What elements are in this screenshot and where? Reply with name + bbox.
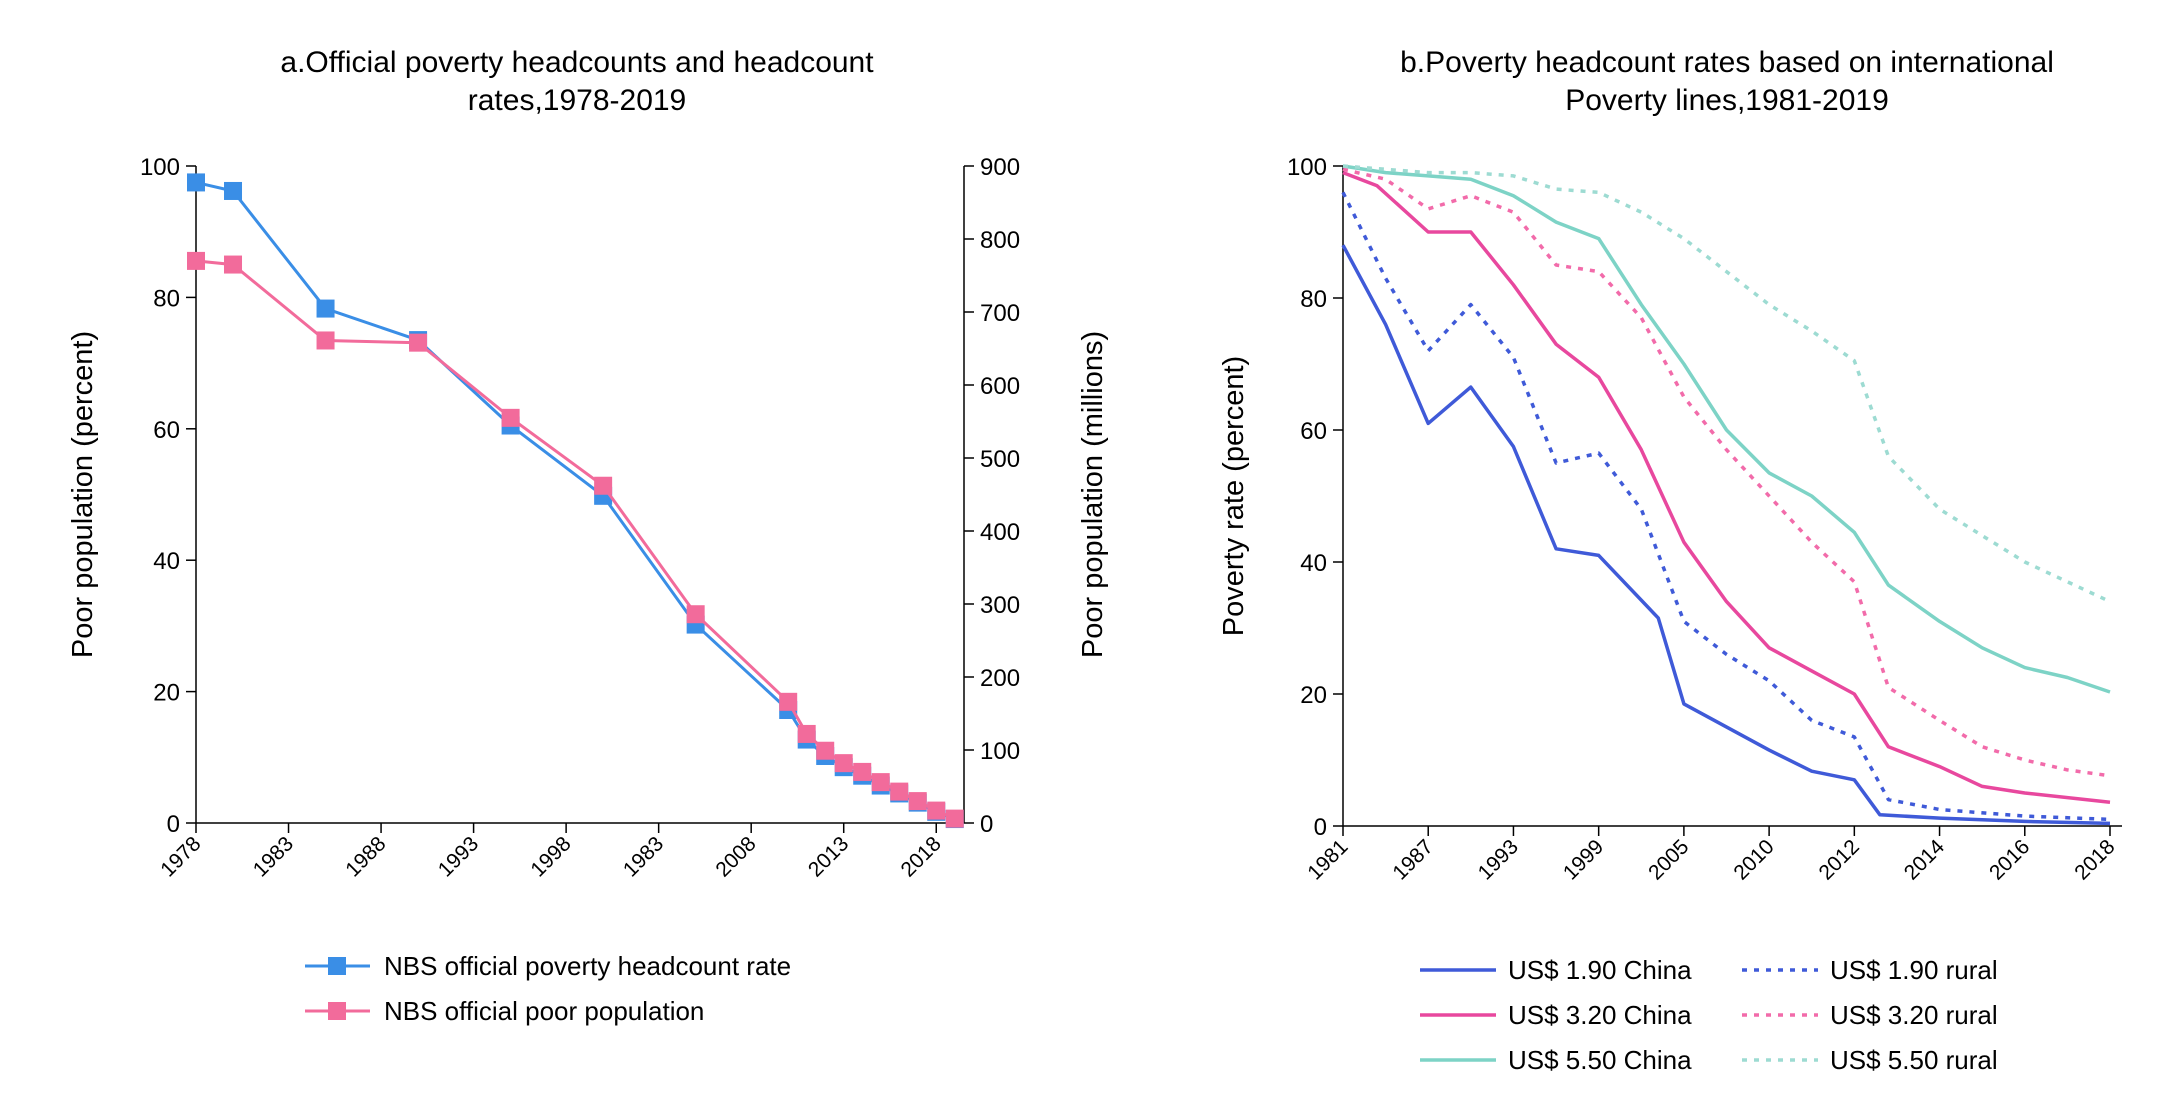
series-marker-2 bbox=[224, 255, 243, 274]
y2-tick-label: 400 bbox=[980, 519, 1020, 546]
series-marker-2 bbox=[409, 333, 428, 352]
panel-b: b.Poverty headcount rates based on inter… bbox=[1218, 46, 2122, 1075]
y2-axis-label: Poor population (millions) bbox=[1077, 331, 1109, 658]
x-tick-label: 1978 bbox=[156, 832, 205, 881]
y2-tick-label: 0 bbox=[980, 811, 993, 838]
series-marker-2 bbox=[816, 741, 835, 760]
x-tick-label: 2012 bbox=[1815, 835, 1864, 884]
y2-tick-label: 300 bbox=[980, 592, 1020, 619]
x-tick-label: 2018 bbox=[2070, 835, 2119, 884]
chart-title-line: b.Poverty headcount rates based on inter… bbox=[1400, 46, 2054, 79]
x-tick-label: 2014 bbox=[1900, 835, 1950, 885]
series-marker-2 bbox=[834, 754, 853, 773]
series-marker-2 bbox=[187, 251, 205, 270]
legend-label: US$ 3.20 rural bbox=[1830, 1000, 1998, 1030]
chart-title-line: rates,1978-2019 bbox=[468, 84, 687, 117]
legend-label: US$ 5.50 China bbox=[1508, 1045, 1692, 1075]
y-axis-label: Poverty rate (percent) bbox=[1218, 356, 1250, 636]
series-marker-2 bbox=[316, 331, 335, 350]
series-marker-2 bbox=[686, 605, 705, 624]
y-tick-label: 60 bbox=[1300, 418, 1327, 445]
series-marker-2 bbox=[945, 809, 964, 828]
y2-tick-label: 100 bbox=[980, 738, 1020, 765]
x-tick-label: 1988 bbox=[341, 832, 390, 881]
series-marker-2 bbox=[927, 801, 946, 820]
y2-tick-label: 200 bbox=[980, 665, 1020, 692]
series-marker-2 bbox=[871, 773, 890, 792]
series-marker-1 bbox=[316, 299, 335, 318]
y-tick-label: 80 bbox=[153, 285, 180, 312]
y2-tick-label: 800 bbox=[980, 227, 1020, 254]
y2-tick-label: 700 bbox=[980, 300, 1020, 327]
legend-marker bbox=[328, 957, 346, 975]
legend-label: NBS official poor population bbox=[384, 996, 704, 1026]
legend-label: US$ 3.20 China bbox=[1508, 1000, 1692, 1030]
series-marker-2 bbox=[797, 724, 816, 743]
legend-label: NBS official poverty headcount rate bbox=[384, 951, 791, 981]
y-tick-label: 20 bbox=[1300, 682, 1327, 709]
series-marker-2 bbox=[594, 476, 613, 495]
legend-label: US$ 1.90 China bbox=[1508, 955, 1692, 985]
series-line-2 bbox=[1342, 170, 2111, 804]
x-tick-label: 2008 bbox=[711, 832, 760, 881]
y-tick-label: 40 bbox=[1300, 550, 1327, 577]
legend-label: US$ 5.50 rural bbox=[1830, 1045, 1998, 1075]
legend-label: US$ 1.90 rural bbox=[1830, 955, 1998, 985]
series-line-6 bbox=[1342, 164, 2111, 604]
x-tick-label: 1993 bbox=[1474, 835, 1523, 884]
y-tick-label: 80 bbox=[1300, 286, 1327, 313]
x-tick-label: 1998 bbox=[526, 832, 575, 881]
x-tick-label: 2010 bbox=[1729, 835, 1778, 884]
y2-tick-label: 900 bbox=[980, 154, 1020, 181]
series-marker-2 bbox=[890, 782, 909, 801]
x-tick-label: 2018 bbox=[896, 832, 945, 881]
y-tick-label: 40 bbox=[153, 548, 180, 575]
series-marker-1 bbox=[187, 173, 205, 192]
chart-title-line: a.Official poverty headcounts and headco… bbox=[280, 46, 874, 79]
legend-marker bbox=[328, 1002, 346, 1020]
series-line-3 bbox=[1342, 164, 2111, 694]
x-tick-label: 1981 bbox=[1303, 835, 1352, 884]
y-tick-label: 0 bbox=[1314, 814, 1327, 841]
y-tick-label: 60 bbox=[153, 417, 180, 444]
x-tick-label: 1993 bbox=[434, 832, 483, 881]
y-tick-label: 0 bbox=[167, 811, 180, 838]
series-line-2 bbox=[195, 259, 956, 820]
y2-tick-label: 500 bbox=[980, 446, 1020, 473]
x-tick-label: 2016 bbox=[1985, 835, 2034, 884]
series-marker-2 bbox=[908, 792, 927, 811]
panel-a: a.Official poverty headcounts and headco… bbox=[67, 46, 1109, 1026]
y-tick-label: 20 bbox=[153, 680, 180, 707]
x-tick-label: 2005 bbox=[1644, 835, 1693, 884]
chart-title-line: Poverty lines,1981-2019 bbox=[1565, 84, 1889, 117]
series-marker-2 bbox=[853, 762, 872, 781]
series-line-5 bbox=[1342, 167, 2111, 778]
series-line-1 bbox=[1341, 244, 2111, 826]
y-tick-label: 100 bbox=[1287, 154, 1327, 181]
y2-tick-label: 600 bbox=[980, 373, 1020, 400]
series-marker-2 bbox=[501, 408, 520, 427]
x-tick-label: 1987 bbox=[1388, 835, 1437, 884]
x-tick-label: 2013 bbox=[804, 832, 853, 881]
x-tick-label: 1999 bbox=[1559, 835, 1608, 884]
series-marker-2 bbox=[779, 692, 798, 711]
y-axis-label: Poor population (percent) bbox=[67, 331, 99, 658]
x-tick-label: 1983 bbox=[249, 832, 298, 881]
x-tick-label: 1983 bbox=[619, 832, 668, 881]
series-line-1 bbox=[195, 180, 956, 821]
series-marker-1 bbox=[224, 181, 243, 200]
y-tick-label: 100 bbox=[140, 154, 180, 181]
